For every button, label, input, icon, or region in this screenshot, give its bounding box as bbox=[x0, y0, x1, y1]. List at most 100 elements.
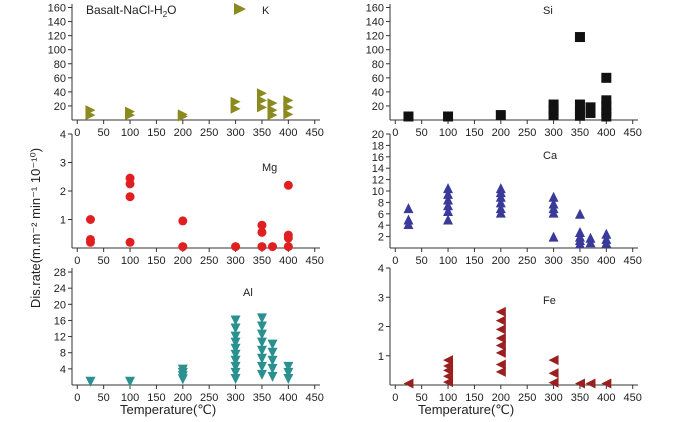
data-point-si bbox=[601, 72, 612, 83]
data-point-al bbox=[256, 313, 267, 324]
panel-k: 0 50 100 150 200 250 300 350 400 450 20 40 60 80 100 12… bbox=[48, 3, 324, 139]
x-tick-label: 200 bbox=[492, 392, 510, 404]
x-axis-title-left: Temperature(℃) bbox=[120, 402, 216, 417]
x-tick-label: 200 bbox=[492, 127, 510, 139]
data-point-al bbox=[256, 329, 267, 340]
y-tick-label: 4 bbox=[378, 220, 384, 232]
x-tick-label: 150 bbox=[147, 392, 165, 404]
data-point-k bbox=[283, 102, 294, 113]
data-point-fe bbox=[495, 347, 506, 358]
x-tick-label: 200 bbox=[174, 127, 192, 139]
data-point-al bbox=[267, 371, 278, 382]
data-point-fe bbox=[574, 378, 585, 389]
y-tick-label: 60 bbox=[54, 73, 66, 85]
y-tick-label: 14 bbox=[372, 163, 384, 175]
legend-marker-k bbox=[234, 3, 246, 15]
y-tick-label: 120 bbox=[48, 31, 66, 43]
panel-ca: 0 50 100 150 200 250 300 350 400 4502468101214161… bbox=[372, 129, 642, 267]
x-tick-label: 150 bbox=[465, 255, 483, 267]
x-tick-label: 450 bbox=[624, 255, 642, 267]
x-tick-label: 200 bbox=[174, 392, 192, 404]
data-point-al bbox=[267, 363, 278, 374]
x-tick-label: 150 bbox=[147, 127, 165, 139]
data-point-si bbox=[495, 110, 506, 121]
figure-title: Basalt-NaCl-H2O bbox=[86, 3, 176, 19]
y-tick-label: 80 bbox=[54, 59, 66, 71]
data-point-ca bbox=[403, 219, 414, 230]
data-point-k bbox=[85, 110, 96, 121]
data-point-fe bbox=[495, 359, 506, 370]
x-tick-label: 300 bbox=[226, 127, 244, 139]
data-point-mg bbox=[257, 227, 267, 237]
data-point-al bbox=[230, 323, 241, 334]
y-tick-label: 12 bbox=[54, 332, 66, 344]
data-point-ca bbox=[443, 214, 454, 225]
data-point-ca bbox=[601, 228, 612, 239]
x-tick-label: 400 bbox=[597, 392, 615, 404]
data-point-si bbox=[403, 111, 414, 122]
data-point-al bbox=[230, 367, 241, 378]
data-point-al bbox=[283, 373, 294, 384]
x-tick-label: 450 bbox=[624, 392, 642, 404]
data-point-k bbox=[177, 111, 188, 122]
data-point-ca bbox=[585, 237, 596, 248]
y-tick-label: 2 bbox=[60, 186, 66, 198]
x-tick-label: 50 bbox=[416, 255, 428, 267]
x-axis-title-right: Temperature(℃) bbox=[418, 402, 514, 417]
data-point-fe bbox=[585, 378, 596, 389]
x-tick-label: 50 bbox=[416, 127, 428, 139]
data-point-si bbox=[443, 111, 454, 122]
y-tick-label: 20 bbox=[54, 101, 66, 113]
x-tick-label: 300 bbox=[544, 127, 562, 139]
x-tick-label: 0 bbox=[74, 127, 80, 139]
data-point-mg bbox=[178, 242, 188, 252]
x-tick-label: 400 bbox=[597, 255, 615, 267]
data-point-ca bbox=[548, 191, 559, 202]
panels: 0 50 100 150 200 250 300 350 400 4502040608010012… bbox=[48, 3, 642, 404]
x-tick-label: 100 bbox=[121, 255, 139, 267]
data-point-mg bbox=[257, 242, 267, 252]
x-tick-label: 300 bbox=[226, 255, 244, 267]
data-point-ca bbox=[443, 205, 454, 216]
x-tick-label: 200 bbox=[174, 255, 192, 267]
x-tick-label: 250 bbox=[518, 127, 536, 139]
data-point-al bbox=[230, 331, 241, 342]
data-point-si bbox=[574, 110, 585, 121]
data-point-k bbox=[283, 109, 294, 120]
panel-label-mg: Mg bbox=[262, 162, 277, 174]
y-tick-label: 140 bbox=[48, 17, 66, 29]
y-tick-label: 8 bbox=[378, 197, 384, 209]
data-point-mg bbox=[125, 192, 135, 202]
x-tick-label: 250 bbox=[200, 255, 218, 267]
data-point-k bbox=[256, 102, 267, 113]
data-point-si bbox=[574, 32, 585, 43]
data-point-k bbox=[267, 98, 278, 109]
data-point-al bbox=[283, 361, 294, 372]
y-tick-label: 40 bbox=[54, 87, 66, 99]
panel-al: 0 50 100 150 200 250 300 350 400 450 4 8 12 16 20 24 28 A… bbox=[54, 267, 324, 404]
data-point-fe bbox=[443, 377, 454, 388]
data-point-mg bbox=[125, 179, 135, 189]
data-point-ca bbox=[601, 237, 612, 248]
data-point-k bbox=[283, 95, 294, 106]
data-point-ca bbox=[495, 197, 506, 208]
y-tick-label: 1 bbox=[378, 351, 384, 363]
x-tick-label: 100 bbox=[121, 127, 139, 139]
data-point-si bbox=[585, 107, 596, 118]
data-point-al bbox=[230, 355, 241, 366]
data-point-mg bbox=[257, 220, 267, 230]
data-point-mg bbox=[231, 242, 241, 252]
data-point-si bbox=[548, 110, 559, 121]
data-point-ca bbox=[443, 183, 454, 194]
y-tick-label: 4 bbox=[60, 129, 66, 141]
data-point-fe bbox=[548, 377, 559, 388]
data-point-al bbox=[256, 369, 267, 380]
x-tick-label: 300 bbox=[544, 255, 562, 267]
data-point-ca bbox=[495, 207, 506, 218]
y-tick-label: 20 bbox=[372, 101, 384, 113]
x-tick-label: 450 bbox=[306, 255, 324, 267]
data-point-mg bbox=[283, 242, 293, 252]
y-tick-label: 3 bbox=[378, 292, 384, 304]
data-point-k bbox=[267, 110, 278, 121]
x-tick-label: 100 bbox=[439, 127, 457, 139]
